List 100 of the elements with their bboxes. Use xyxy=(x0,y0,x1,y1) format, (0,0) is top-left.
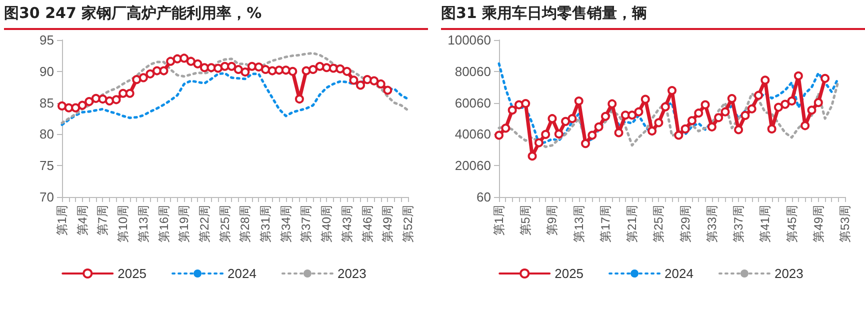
point xyxy=(152,66,162,76)
point xyxy=(78,100,87,110)
point xyxy=(600,112,610,121)
point xyxy=(634,107,644,116)
x-tick-label: 第9周 xyxy=(545,205,560,236)
point xyxy=(521,99,530,108)
x-tick-label: 第10周 xyxy=(116,205,130,242)
point xyxy=(674,130,684,140)
x-tick-label: 第41周 xyxy=(758,205,772,242)
y-tick-label: 60 xyxy=(476,190,491,204)
x-tick-label: 第13周 xyxy=(572,205,586,242)
y-tick-label: 40060 xyxy=(454,126,491,142)
point xyxy=(112,95,121,104)
point xyxy=(494,130,504,140)
point xyxy=(787,96,796,106)
line-series xyxy=(60,52,410,124)
x-tick-label: 第17周 xyxy=(598,205,612,242)
point xyxy=(172,54,182,64)
legend-label: 2023 xyxy=(337,266,366,281)
point xyxy=(581,139,590,148)
point xyxy=(328,64,338,73)
x-tick-label: 第28周 xyxy=(238,205,252,242)
point xyxy=(125,88,134,98)
point xyxy=(315,62,324,71)
legend-label: 2024 xyxy=(664,266,694,281)
point xyxy=(206,63,216,72)
point xyxy=(794,71,803,80)
y-tick-label: 20060 xyxy=(454,158,491,174)
point xyxy=(58,101,66,110)
x-tick-label: 第29周 xyxy=(678,205,692,242)
point xyxy=(281,66,290,75)
point xyxy=(159,66,168,76)
x-tick-label: 第1周 xyxy=(55,205,69,236)
point xyxy=(760,76,770,85)
x-tick-label: 第16周 xyxy=(156,205,171,242)
y-tick-label: 85 xyxy=(40,95,54,110)
point xyxy=(254,62,264,72)
point xyxy=(308,65,318,74)
x-tick-label: 第13周 xyxy=(136,205,150,242)
point xyxy=(362,75,372,84)
x-tick-label: 第43周 xyxy=(340,205,354,242)
point xyxy=(71,103,80,112)
point xyxy=(294,94,304,104)
point xyxy=(200,63,209,72)
point xyxy=(227,62,236,71)
point xyxy=(774,102,783,112)
point xyxy=(180,54,189,63)
x-tick-label: 第33周 xyxy=(704,205,719,242)
x-tick-label: 第45周 xyxy=(784,205,799,242)
point xyxy=(247,62,256,71)
legend-label: 2025 xyxy=(118,266,147,281)
y-tick-label: 60060 xyxy=(454,95,491,110)
x-tick-label: 第52周 xyxy=(401,205,415,242)
point xyxy=(640,94,650,104)
x-tick-label: 第21周 xyxy=(625,205,640,242)
x-tick-label: 第22周 xyxy=(197,205,212,242)
point xyxy=(767,124,776,134)
point xyxy=(628,110,637,120)
point xyxy=(514,100,524,110)
point xyxy=(747,104,756,114)
point xyxy=(376,79,386,88)
point xyxy=(648,126,657,136)
x-tick-label: 第7周 xyxy=(96,205,110,236)
x-tick-label: 第19周 xyxy=(177,205,192,242)
point xyxy=(614,128,624,138)
point xyxy=(807,106,816,115)
point xyxy=(541,130,550,139)
point xyxy=(193,59,202,68)
point xyxy=(687,116,696,126)
y-tick-label: 70 xyxy=(40,190,54,204)
point xyxy=(814,98,823,108)
x-tick-label: 第53周 xyxy=(838,205,852,242)
point xyxy=(501,124,510,133)
point xyxy=(261,65,270,74)
point xyxy=(508,106,517,115)
point xyxy=(734,125,744,134)
point xyxy=(654,118,664,128)
point xyxy=(302,66,311,76)
point xyxy=(370,76,379,86)
point xyxy=(561,116,570,126)
point xyxy=(700,100,710,110)
point xyxy=(186,56,196,66)
point xyxy=(608,99,617,108)
y-tick-label: 90 xyxy=(40,64,54,79)
x-tick-label: 第25周 xyxy=(652,205,666,242)
point xyxy=(342,66,352,76)
point xyxy=(214,64,223,73)
point xyxy=(98,94,108,104)
legend-label: 2023 xyxy=(774,266,804,281)
x-tick-label: 第4周 xyxy=(75,205,90,236)
point xyxy=(138,73,148,82)
point xyxy=(234,65,243,74)
point xyxy=(528,152,537,161)
point xyxy=(780,100,790,109)
x-tick-label: 第25周 xyxy=(218,205,232,242)
point xyxy=(820,74,830,83)
point xyxy=(91,94,100,103)
point xyxy=(668,86,676,95)
point xyxy=(220,62,230,71)
point xyxy=(568,114,577,124)
